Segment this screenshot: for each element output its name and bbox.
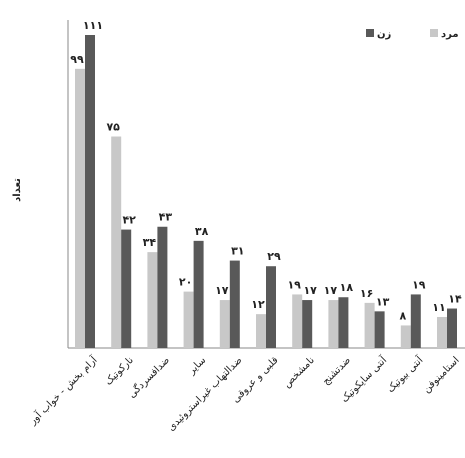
legend-swatch <box>430 29 438 37</box>
value-label: ۳۸ <box>195 225 209 238</box>
x-tick-label: آرام بخش - خواب آور <box>25 353 100 428</box>
bar <box>85 35 95 348</box>
y-axis-label: تعداد <box>12 178 23 202</box>
value-label: ۱۶ <box>360 287 373 300</box>
value-label: ۱۸ <box>340 281 354 294</box>
bar <box>338 297 349 348</box>
bar <box>302 300 313 348</box>
value-label: ۲۰ <box>179 276 192 289</box>
value-label: ۱۴ <box>448 293 462 306</box>
bar <box>256 314 266 348</box>
x-tick-label: آنتی بیوتیک <box>384 353 426 395</box>
value-label: ۱۷ <box>324 284 338 297</box>
bar <box>374 311 385 348</box>
value-label: ۹۹ <box>70 53 84 66</box>
legend-label: مرد <box>441 29 459 40</box>
x-tick-label: استامینوفن <box>421 355 461 395</box>
bar <box>364 302 375 348</box>
bar <box>121 229 132 348</box>
value-label: ۱۱ <box>432 301 445 314</box>
bar <box>147 252 158 348</box>
x-tick-label: نامشخص <box>282 355 317 390</box>
bar <box>193 240 204 348</box>
value-label: ۲۹ <box>267 250 281 263</box>
bar <box>292 294 303 348</box>
bar <box>437 316 447 348</box>
value-label: ۱۷ <box>215 284 229 297</box>
bar <box>266 266 276 348</box>
bar <box>229 260 240 348</box>
bar <box>410 294 421 348</box>
value-label: ۴۲ <box>122 214 136 227</box>
bar <box>219 300 230 348</box>
x-tick-label: نارکوتیک <box>103 355 136 388</box>
legend-label: زن <box>377 29 392 40</box>
value-label: ۱۹ <box>287 278 301 291</box>
value-label: ۱۹ <box>412 278 426 291</box>
value-label: ۱۲ <box>251 298 265 311</box>
value-label: ۱۳ <box>376 295 390 308</box>
value-label: ۱۱۱ <box>83 19 103 32</box>
bar <box>183 291 194 348</box>
value-label: ۷۵ <box>106 121 120 134</box>
value-label: ۸ <box>399 309 406 322</box>
bar <box>328 300 339 348</box>
bar <box>157 226 168 348</box>
bar <box>75 68 85 349</box>
legend-swatch <box>366 29 374 37</box>
value-label: ۴۳ <box>159 211 173 224</box>
bar <box>447 308 457 348</box>
value-label: ۳۱ <box>231 245 244 258</box>
x-tick-label: ضدتشنج <box>321 355 353 387</box>
bar <box>111 136 122 348</box>
bar <box>400 325 411 348</box>
x-tick-label: سایر <box>186 355 208 377</box>
value-label: ۱۷ <box>303 284 317 297</box>
value-label: ۳۴ <box>143 236 157 249</box>
